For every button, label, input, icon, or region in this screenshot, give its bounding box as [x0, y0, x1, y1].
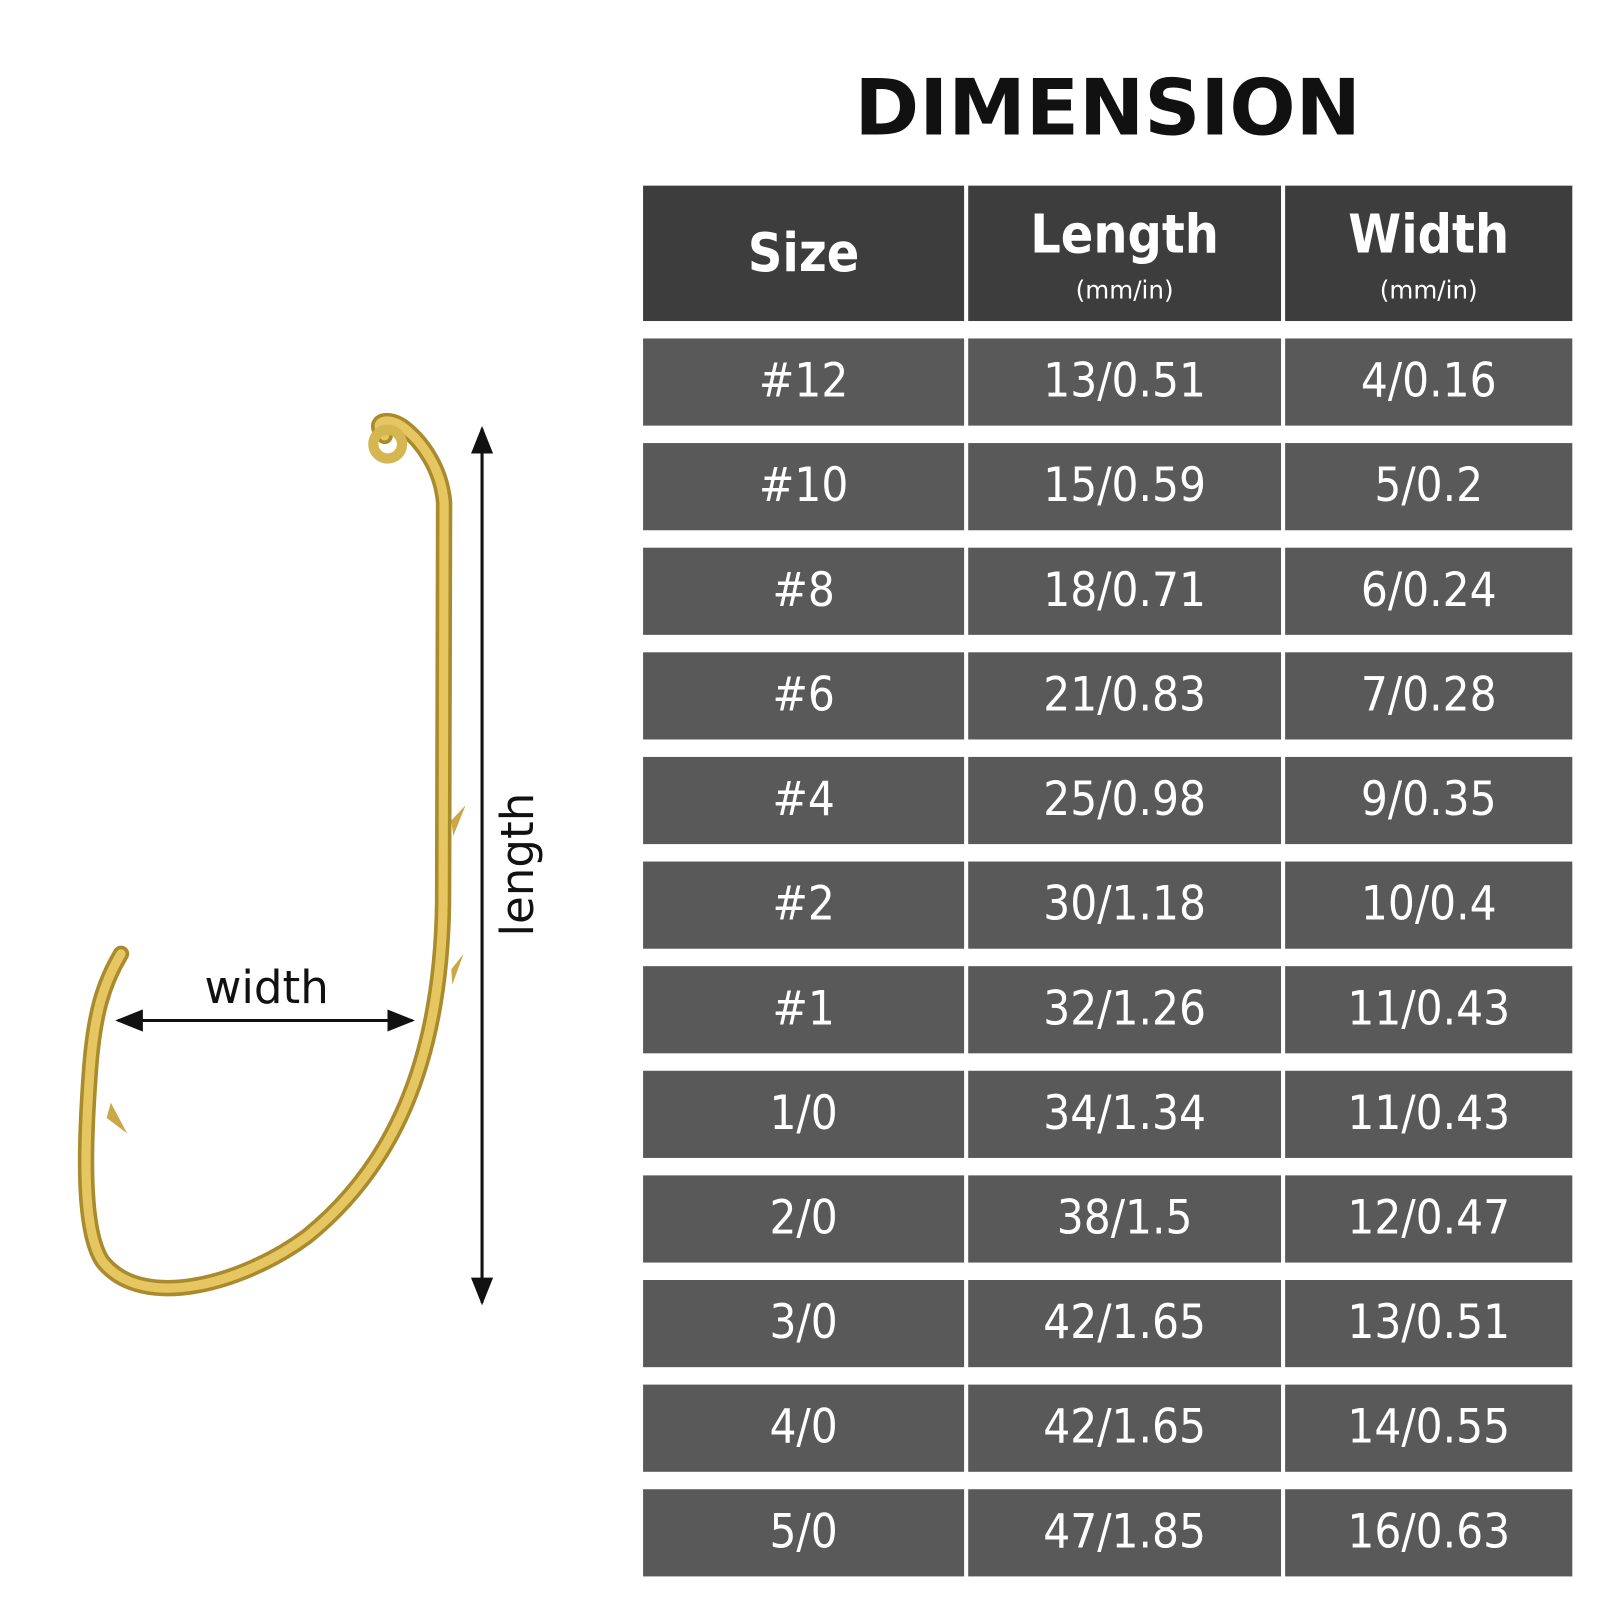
dimension-table: Size Length (mm/in) Width (mm/in) #12 13/0.51 4…: [643, 185, 1573, 1577]
header-cell: [1285, 185, 1573, 322]
header-unit: (mm/in): [1076, 275, 1174, 304]
header-label: Length: [1030, 203, 1219, 266]
table-cell: [1285, 1280, 1573, 1368]
cell-text: 4/0.16: [1361, 354, 1497, 409]
table-cell: [643, 652, 965, 740]
width-label: width: [204, 961, 328, 1014]
table-cell: [968, 756, 1282, 845]
table-cell: [1285, 338, 1573, 426]
table-cell: [1285, 756, 1573, 845]
title: DIMENSION: [855, 63, 1361, 153]
cell-text: 16/0.63: [1347, 1504, 1510, 1559]
cell-text: 47/1.85: [1043, 1504, 1206, 1559]
header-label: Width: [1348, 203, 1509, 266]
table-cell: [968, 1280, 1282, 1368]
table-cell: [968, 1384, 1282, 1472]
cell-text: 12/0.47: [1347, 1191, 1510, 1246]
cell-text: 9/0.35: [1361, 772, 1497, 827]
cell-text: 21/0.83: [1043, 667, 1206, 722]
hook: [77, 412, 466, 1297]
cell-text: 13/0.51: [1043, 354, 1206, 409]
header-cell: [643, 185, 965, 322]
cell-text: 32/1.26: [1043, 981, 1206, 1036]
cell-text: 5/0: [769, 1504, 837, 1559]
cell-text: #4: [772, 772, 835, 827]
cell-text: 13/0.51: [1347, 1295, 1510, 1350]
table-cell: [1285, 1070, 1573, 1158]
cell-text: 14/0.55: [1347, 1400, 1510, 1455]
table-cell: [643, 547, 965, 635]
cell-text: 42/1.65: [1043, 1295, 1206, 1350]
table-cell: [968, 547, 1282, 635]
table-cell: [1285, 547, 1573, 635]
table-cell: [968, 1070, 1282, 1158]
table-cell: [643, 1070, 965, 1158]
cell-text: 10/0.4: [1361, 877, 1497, 932]
cell-text: #12: [759, 354, 849, 409]
cell-text: 11/0.43: [1347, 981, 1510, 1036]
cell-text: 3/0: [769, 1295, 837, 1350]
cell-text: 5/0.2: [1374, 458, 1483, 513]
table-cell: [1285, 443, 1573, 531]
table-cell: [1285, 1384, 1573, 1472]
cell-text: #2: [772, 877, 835, 932]
cell-text: 18/0.71: [1043, 563, 1206, 618]
table-cell: [1285, 966, 1573, 1054]
table-cell: [643, 756, 965, 845]
cell-text: #8: [772, 563, 835, 618]
cell-text: 30/1.18: [1043, 877, 1206, 932]
cell-text: #1: [772, 981, 835, 1036]
table-cell: [1285, 652, 1573, 740]
table-cell: [643, 1175, 965, 1263]
cell-text: 42/1.65: [1043, 1400, 1206, 1455]
cell-text: 2/0: [769, 1191, 837, 1246]
table-cell: [968, 861, 1282, 949]
table-cell: [1285, 861, 1573, 949]
table-cell: [968, 338, 1282, 426]
table-cell: [968, 1489, 1282, 1577]
header-cell: [968, 185, 1282, 322]
cell-text: #10: [759, 458, 849, 513]
table-cell: [643, 338, 965, 426]
cell-text: 38/1.5: [1057, 1191, 1193, 1246]
cell-text: 7/0.28: [1361, 667, 1497, 722]
table-cell: [643, 966, 965, 1054]
table-cell: [643, 1384, 965, 1472]
table-cell: [643, 1280, 965, 1368]
table-cell: [643, 1489, 965, 1577]
table-cell: [968, 443, 1282, 531]
cell-text: 34/1.34: [1043, 1086, 1206, 1141]
table-cell: [643, 443, 965, 531]
cell-text: 11/0.43: [1347, 1086, 1510, 1141]
cell-text: 4/0: [769, 1400, 837, 1455]
table-cell: [643, 861, 965, 949]
table-cell: [1285, 1175, 1573, 1263]
header-unit: (mm/in): [1380, 275, 1478, 304]
cell-text: 1/0: [769, 1086, 837, 1141]
table-cell: [968, 652, 1282, 740]
table-cell: [968, 966, 1282, 1054]
table-cell: [1285, 1489, 1573, 1577]
length-label: length: [491, 793, 544, 937]
cell-text: 15/0.59: [1043, 458, 1206, 513]
cell-text: 25/0.98: [1043, 772, 1206, 827]
cell-text: 6/0.24: [1361, 563, 1497, 618]
cell-text: #6: [772, 667, 835, 722]
header-label: Size: [748, 221, 859, 284]
table-cell: [968, 1175, 1282, 1263]
